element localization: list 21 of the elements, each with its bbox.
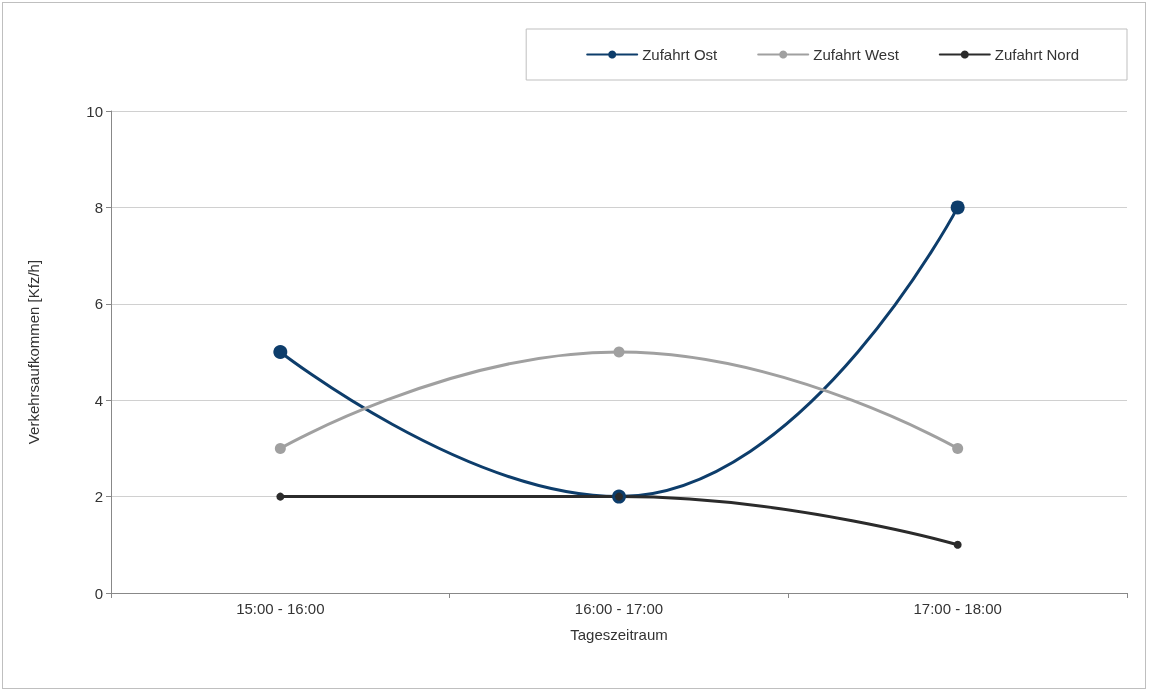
- point: [613, 346, 625, 358]
- y-tick-label: 2: [94, 488, 103, 506]
- point: [273, 345, 288, 359]
- x-tick-label: 16:00 - 17:00: [574, 600, 664, 617]
- y-axis-title: Verkehrsaufkommen [Kfz/h]: [25, 259, 42, 445]
- legend-label: Zufahrt Ost: [642, 46, 719, 63]
- point: [276, 492, 285, 501]
- point: [274, 442, 286, 454]
- y-tick-label: 8: [94, 198, 103, 216]
- y-tick-label: 6: [94, 295, 103, 313]
- y-tick-label: 4: [94, 391, 103, 409]
- point: [952, 442, 964, 454]
- y-tick-label: 0: [94, 584, 103, 602]
- point: [953, 540, 962, 549]
- x-tick-label: 15:00 - 16:00: [236, 600, 325, 617]
- y-tick-label: 10: [86, 102, 103, 120]
- legend-label: Zufahrt West: [813, 46, 900, 63]
- x-tick-label: 17:00 - 18:00: [913, 600, 1002, 617]
- point: [950, 200, 965, 215]
- x-axis-title: Tageszeitraum: [570, 626, 668, 643]
- legend-label: Zufahrt Nord: [994, 46, 1079, 63]
